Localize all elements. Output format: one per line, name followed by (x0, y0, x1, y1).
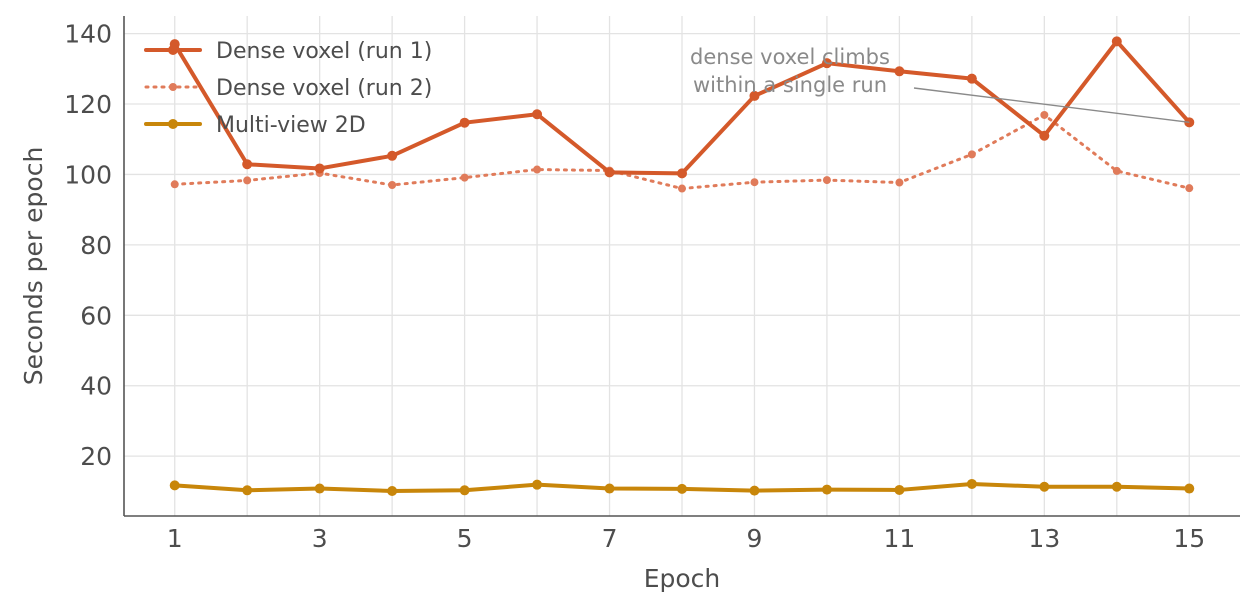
series-point-1 (388, 181, 397, 190)
y-tick-label: 60 (80, 301, 112, 330)
y-tick-labels: 20 40 60 80 100 120 140 (64, 20, 112, 472)
series-point-2 (749, 485, 760, 496)
legend-label-run-1: Dense voxel (run 1) (216, 39, 432, 64)
legend-entry-run-1: Dense voxel (run 1) (144, 39, 432, 64)
annotation-line-1: dense voxel climbs (690, 45, 890, 69)
series-point-0 (821, 58, 832, 69)
y-tick-label: 40 (80, 372, 112, 401)
x-axis-title: Epoch (644, 564, 721, 593)
series-point-1 (170, 180, 179, 189)
x-tick-label: 1 (167, 524, 183, 553)
series-point-0 (677, 168, 687, 179)
x-tick-label: 5 (457, 524, 473, 553)
series-point-2 (1111, 481, 1122, 492)
legend-marker-run-1 (168, 45, 178, 55)
series-lines (169, 36, 1195, 496)
axes (123, 16, 1240, 517)
legend-entry-run-2: Dense voxel (run 2) (144, 76, 432, 101)
legend-label-run-2: Dense voxel (run 2) (216, 76, 432, 101)
legend-entry-multiview: Multi-view 2D (144, 113, 366, 138)
series-point-2 (966, 478, 977, 489)
series-point-2 (459, 485, 470, 496)
y-tick-label: 20 (80, 442, 112, 471)
y-tick-label: 80 (80, 231, 112, 260)
series-point-1 (678, 184, 686, 193)
series-point-0 (314, 163, 325, 174)
annotation-arrow (913, 87, 1190, 124)
series-point-2 (314, 483, 325, 494)
legend-marker-run-2 (169, 83, 177, 91)
y-tick-label: 120 (64, 90, 112, 119)
series-point-0 (242, 159, 253, 170)
y-tick-label: 100 (64, 160, 112, 189)
x-tick-label: 7 (602, 524, 618, 553)
x-tick-label: 13 (1028, 524, 1060, 553)
legend-marker-multiview (168, 119, 178, 129)
series-point-1 (460, 173, 469, 182)
series-point-2 (894, 484, 905, 495)
series-point-2 (387, 486, 398, 496)
x-tick-label: 11 (883, 524, 915, 553)
series-point-0 (459, 117, 470, 128)
legend: Dense voxel (run 1) Dense voxel (run 2) … (144, 39, 432, 138)
series-point-0 (387, 150, 398, 161)
series-point-1 (1112, 166, 1121, 175)
series-point-2 (604, 483, 615, 494)
x-tick-label: 15 (1173, 524, 1205, 553)
grid (124, 16, 1240, 516)
series-point-2 (169, 480, 180, 491)
series-point-1 (822, 176, 831, 185)
legend-label-multiview: Multi-view 2D (216, 113, 366, 138)
x-tick-label: 3 (312, 524, 328, 553)
series-point-2 (1039, 481, 1050, 492)
series-point-0 (1039, 130, 1050, 141)
annotation-line-2: within a single run (693, 73, 887, 97)
series-point-0 (532, 109, 543, 120)
series-point-1 (967, 150, 976, 159)
series-point-2 (242, 485, 253, 496)
x-tick-label: 9 (747, 524, 763, 553)
series-point-1 (533, 165, 542, 174)
series-point-0 (966, 73, 977, 84)
y-tick-label: 140 (64, 20, 112, 49)
series-point-1 (750, 178, 759, 187)
series-point-1 (243, 176, 252, 185)
series-point-0 (749, 90, 760, 101)
y-axis-title: Seconds per epoch (19, 147, 48, 386)
series-point-0 (894, 66, 905, 77)
series-point-2 (532, 479, 543, 490)
series-point-2 (1184, 483, 1195, 494)
annotation: dense voxel climbs within a single run (690, 45, 1190, 124)
series-point-1 (895, 178, 904, 187)
series-point-1 (1185, 184, 1194, 193)
series-point-2 (677, 483, 687, 494)
series-point-1 (1040, 110, 1049, 119)
x-tick-labels: 1 3 5 7 9 11 13 15 (167, 524, 1205, 553)
series-point-0 (1111, 36, 1122, 47)
series-point-2 (821, 484, 832, 495)
series-point-0 (604, 167, 615, 178)
